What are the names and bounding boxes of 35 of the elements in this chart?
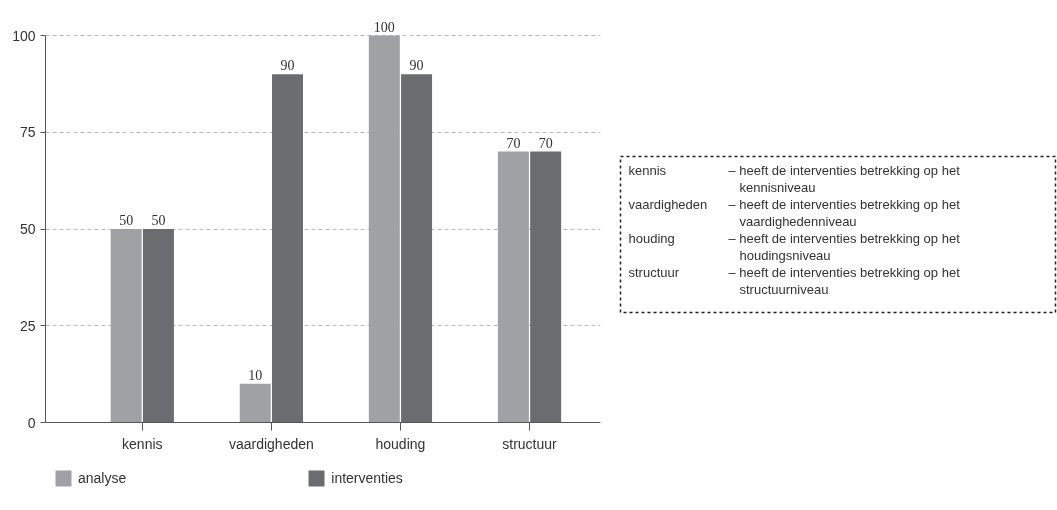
data-label: 70	[538, 135, 553, 151]
bar	[497, 151, 529, 423]
legend-label: interventies	[331, 470, 403, 486]
y-tick-label: 100	[12, 27, 36, 44]
y-tick-label: 0	[27, 414, 36, 431]
data-label: 90	[280, 58, 295, 74]
bar	[401, 74, 433, 423]
x-tick-label: structuur	[502, 435, 558, 452]
data-label: 70	[506, 135, 521, 151]
bar	[530, 151, 562, 423]
text: houding	[628, 231, 675, 246]
text: – heeft de interventies betrekking op het kennisniveau	[728, 163, 961, 195]
y-tick-label: 25	[19, 317, 36, 334]
text: – heeft de interventies betrekking op het vaardighedenniveau	[728, 197, 961, 229]
y-tick-label: 50	[19, 221, 36, 237]
y-tick-label: 75	[19, 124, 36, 141]
bar	[110, 229, 142, 423]
x-tick-label: houding	[375, 435, 426, 452]
text: – heeft de interventies betrekking op het structuurniveau	[728, 265, 961, 297]
x-tick-label: vaardigheden	[228, 435, 314, 452]
data-label: 10	[248, 367, 263, 383]
data-label: 90	[409, 58, 424, 74]
bar	[239, 383, 271, 423]
legend-label: analyse	[78, 470, 127, 486]
data-label: 50	[119, 213, 134, 228]
text: structuur	[628, 265, 680, 280]
data-label: 100	[373, 19, 395, 35]
bar	[368, 35, 400, 423]
text: vaardigheden	[628, 197, 708, 212]
bar	[142, 229, 174, 423]
bar	[272, 74, 303, 423]
text: kennis	[628, 163, 667, 178]
text: – heeft de interventies betrekking op het houdingsniveau	[728, 231, 961, 263]
data-label: 50	[151, 213, 166, 228]
x-tick-label: kennis	[122, 435, 163, 452]
